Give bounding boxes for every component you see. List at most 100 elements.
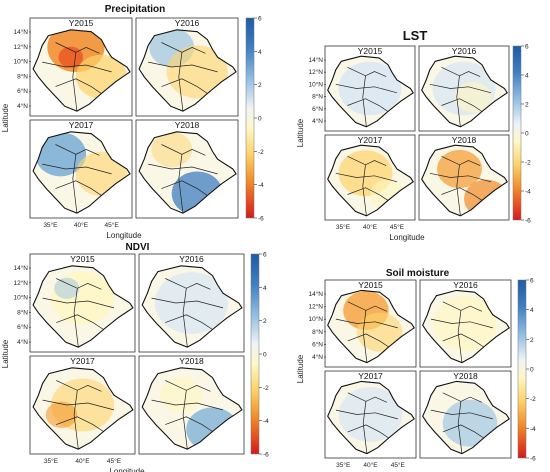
- map-y2016: Y2016: [135, 17, 239, 117]
- scale-tick-label: -2: [525, 160, 531, 167]
- region-border: [362, 401, 368, 454]
- scale-tick-label: 2: [525, 102, 529, 109]
- lat-tick-label: 6°N: [17, 323, 28, 331]
- country-border: [327, 55, 414, 128]
- ndvi-panel: NDVI Y2015 14°N 12°N 10°N 8°N 6°N 4°N Y2016 Y2017…: [1, 242, 269, 472]
- region-border: [165, 278, 211, 290]
- colour-scale-bar: [250, 253, 260, 455]
- scale-tick-label: 2: [530, 337, 534, 344]
- y-axis-label: Latitude: [296, 118, 305, 147]
- lat-tick-label: 14°N: [308, 290, 323, 298]
- region-border: [178, 52, 184, 112]
- scale-tick-label: 2: [258, 82, 262, 89]
- scale-tick-label: 0: [263, 352, 267, 359]
- country-border: [327, 289, 415, 364]
- year-label: Y2016: [175, 18, 200, 28]
- year-label: Y2017: [358, 135, 383, 145]
- region-border: [430, 318, 493, 329]
- panel-title: Precipitation: [105, 4, 166, 15]
- anomaly-area: [160, 377, 202, 413]
- region-border: [148, 163, 218, 175]
- year-label: Y2017: [69, 120, 94, 130]
- region-border: [151, 297, 224, 309]
- year-label: Y2015: [69, 18, 94, 28]
- country-border: [327, 380, 415, 455]
- country-border: [138, 29, 237, 112]
- country-border: [138, 131, 237, 214]
- lst-panel: LST Y2015 14°N 12°N 10°N 8°N 6°N 4°N Y2016 Y2017 3…: [296, 28, 531, 242]
- region-border: [42, 399, 115, 411]
- region-border: [347, 66, 387, 77]
- scale-tick-label: -6: [530, 456, 536, 463]
- region-border: [148, 61, 218, 73]
- region-border: [55, 180, 102, 196]
- map-y2015: Y2015: [324, 279, 417, 368]
- region-border: [165, 380, 211, 392]
- year-label: Y2017: [358, 371, 383, 381]
- year-label: Y2016: [452, 46, 477, 56]
- anomaly-area: [45, 401, 78, 429]
- scale-tick-label: 6: [263, 252, 267, 259]
- region-border: [362, 164, 367, 216]
- x-axis-label: Longitude: [106, 231, 142, 240]
- country-border: [327, 144, 414, 217]
- lon-tick-label: 45°E: [390, 223, 405, 231]
- panel-title: NDVI: [126, 242, 150, 253]
- map-y2018: Y2018: [418, 134, 510, 221]
- anomaly-area: [166, 45, 228, 99]
- lat-tick-label: 10°N: [308, 80, 323, 88]
- region-border: [335, 409, 398, 420]
- precipitation-panel: Precipitation Y2015 14°N 12°N 10°N 8°N 6°N 4°N Y…: [1, 4, 264, 240]
- x-axis-label: Longitude: [389, 233, 425, 242]
- region-border: [55, 42, 100, 54]
- map-y2018: Y2018: [138, 355, 245, 455]
- scale-tick-label: -2: [258, 149, 264, 156]
- region-border: [347, 98, 389, 112]
- region-border: [56, 314, 104, 330]
- region-border: [335, 172, 398, 183]
- lat-tick-label: 14°N: [308, 56, 323, 64]
- scale-tick-label: 6: [525, 44, 529, 51]
- scale-tick-label: -4: [263, 418, 269, 425]
- region-border: [441, 155, 481, 166]
- map-y2017: Y2017: [324, 134, 416, 221]
- lat-tick-label: 4°N: [17, 338, 28, 346]
- country-border: [32, 29, 131, 112]
- region-border: [456, 75, 461, 127]
- map-y2017: Y2017: [324, 370, 417, 459]
- year-label: Y2018: [453, 371, 478, 381]
- colour-scale-bar: [512, 45, 522, 221]
- region-border: [178, 154, 184, 214]
- region-border: [442, 301, 483, 312]
- scale-tick-label: -2: [263, 385, 269, 392]
- scale-tick-label: 0: [525, 131, 529, 138]
- region-border: [73, 288, 79, 348]
- lat-tick-label: 6°N: [17, 87, 28, 95]
- region-border: [362, 310, 368, 363]
- region-border: [429, 83, 492, 94]
- lat-tick-label: 6°N: [312, 340, 323, 348]
- year-label: Y2015: [358, 46, 383, 56]
- region-border: [56, 380, 102, 392]
- region-border: [161, 180, 208, 196]
- lon-tick-label: 35°E: [43, 221, 58, 229]
- scale-tick-label: 0: [530, 367, 534, 374]
- lat-tick-label: 6°N: [312, 105, 323, 113]
- lat-tick-label: 12°N: [308, 303, 323, 311]
- map-y2017: Y2017: [29, 355, 136, 455]
- lat-tick-label: 4°N: [312, 117, 323, 125]
- scale-tick-label: 6: [258, 16, 262, 23]
- map-y2015: Y2015: [29, 17, 133, 117]
- country-border: [422, 380, 510, 455]
- region-border: [347, 333, 389, 348]
- lon-tick-label: 35°E: [336, 223, 351, 231]
- region-border: [161, 78, 208, 94]
- anomaly-area: [54, 277, 80, 299]
- scale-tick-label: -4: [258, 182, 264, 189]
- region-border: [429, 172, 492, 183]
- region-border: [457, 310, 463, 363]
- scale-tick-label: -4: [530, 426, 536, 433]
- region-border: [182, 390, 188, 450]
